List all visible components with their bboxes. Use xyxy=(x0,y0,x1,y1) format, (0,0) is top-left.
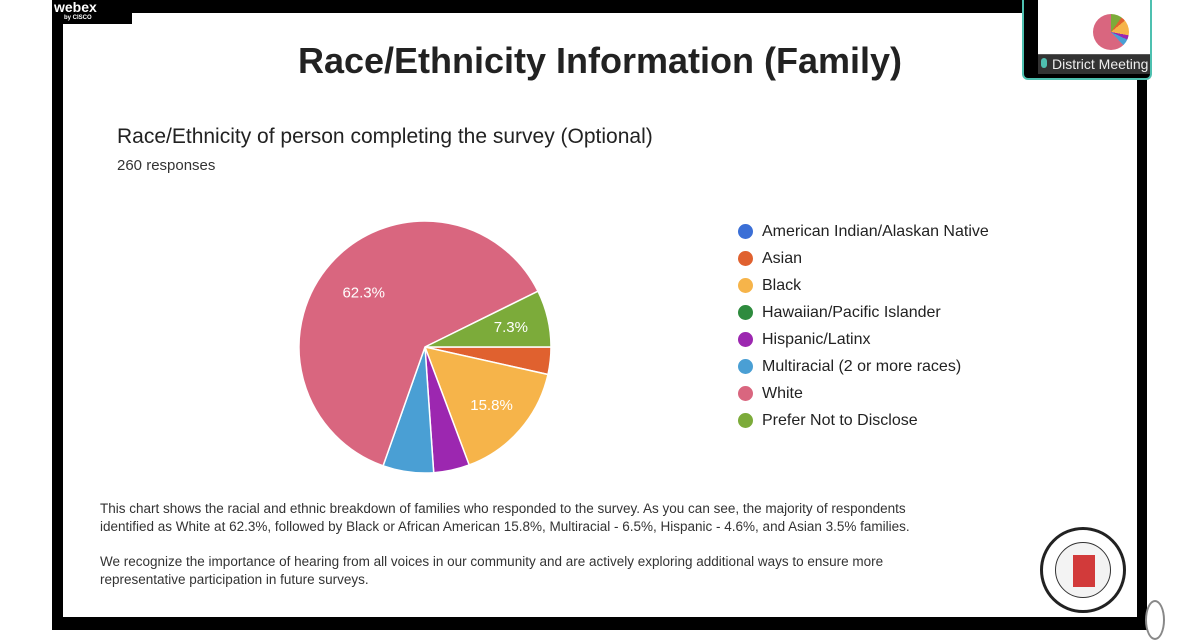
thumbnail-label: District Meeting xyxy=(1038,54,1150,74)
legend-label: Prefer Not to Disclose xyxy=(762,411,918,429)
legend-item: Hispanic/Latinx xyxy=(738,326,989,353)
legend-label: Black xyxy=(762,276,802,294)
legend-swatch xyxy=(738,359,753,374)
pie-data-label: 15.8% xyxy=(470,397,513,414)
slide-title: Race/Ethnicity Information (Family) xyxy=(297,40,903,81)
legend-label: White xyxy=(762,384,803,402)
district-seal-logo xyxy=(1040,527,1126,613)
note-paragraph: We recognize the importance of hearing f… xyxy=(100,554,884,587)
pie-slice-prefer-not-to-disclose xyxy=(424,290,552,348)
legend-item: Multiracial (2 or more races) xyxy=(738,353,989,380)
participant-thumbnail[interactable]: District Meeting xyxy=(1022,0,1152,80)
pie-slice-black xyxy=(423,345,549,466)
legend-swatch xyxy=(738,413,753,428)
chart-legend: American Indian/Alaskan Native Asian Black… xyxy=(738,218,989,434)
legend-label: Asian xyxy=(762,249,803,267)
microphone-icon xyxy=(1041,58,1047,68)
legend-swatch xyxy=(738,305,753,320)
legend-swatch xyxy=(738,224,753,239)
description-paragraph: This chart shows the racial and ethnic b… xyxy=(100,501,910,534)
legend-swatch xyxy=(738,278,753,293)
legend-item: American Indian/Alaskan Native xyxy=(738,218,989,245)
legend-item: Asian xyxy=(738,245,989,272)
scroll-handle[interactable] xyxy=(1145,600,1165,640)
shared-slide xyxy=(63,13,1137,617)
legend-item: Hawaiian/Pacific Islander xyxy=(738,299,989,326)
pie-data-label: 62.3% xyxy=(342,285,385,302)
pie-data-label: 7.3% xyxy=(494,319,528,336)
pie-chart: 15.8% 62.3% 7.3% xyxy=(298,220,552,474)
response-count: 260 responses xyxy=(117,157,216,174)
legend-swatch xyxy=(738,386,753,401)
webex-by-cisco: by CISCO xyxy=(64,15,92,21)
thumbnail-preview xyxy=(1038,0,1150,55)
legend-swatch xyxy=(738,251,753,266)
legend-item: Prefer Not to Disclose xyxy=(738,407,989,434)
legend-label: Multiracial (2 or more races) xyxy=(762,357,962,375)
legend-label: Hawaiian/Pacific Islander xyxy=(762,303,941,321)
legend-swatch xyxy=(738,332,753,347)
webex-logo: webex by CISCO xyxy=(52,0,132,24)
legend-item: White xyxy=(738,380,989,407)
chart-title: Race/Ethnicity of person completing the … xyxy=(117,125,653,148)
webex-wordmark: webex xyxy=(54,0,97,15)
legend-item: Black xyxy=(738,272,989,299)
pie-slice-white xyxy=(298,220,539,467)
legend-label: American Indian/Alaskan Native xyxy=(762,222,989,240)
thumbnail-pie xyxy=(1093,14,1129,50)
legend-label: Hispanic/Latinx xyxy=(762,330,871,348)
